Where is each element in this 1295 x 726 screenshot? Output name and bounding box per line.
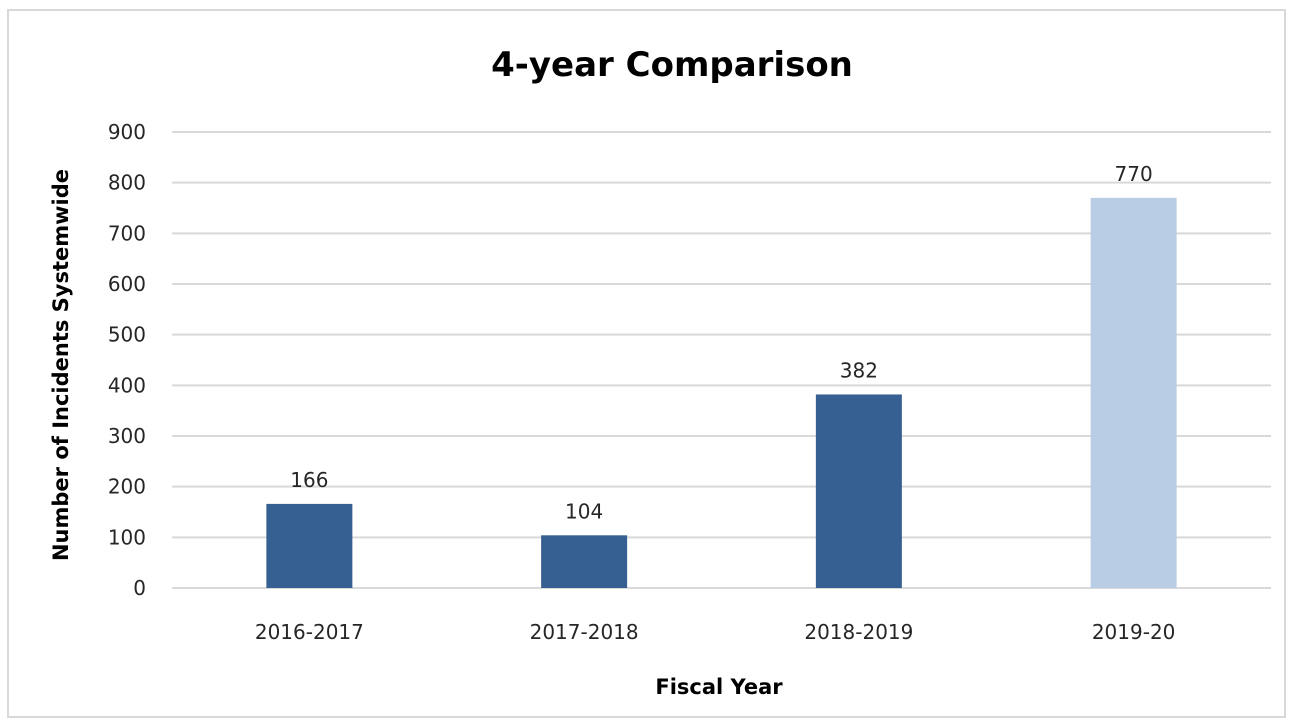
data-label: 104 — [565, 499, 603, 523]
y-tick-label: 200 — [108, 475, 146, 499]
y-tick-label: 0 — [133, 576, 146, 600]
x-axis-ticks: 2016-2017 2017-2018 2018-2019 2019-20 — [255, 620, 1176, 644]
y-tick-label: 400 — [108, 373, 146, 397]
chart-title: 4-year Comparison — [491, 45, 853, 85]
data-label: 382 — [840, 358, 878, 382]
x-tick-label: 2018-2019 — [804, 620, 913, 644]
y-tick-label: 800 — [108, 171, 146, 195]
data-label: 770 — [1115, 162, 1153, 186]
y-tick-label: 900 — [108, 120, 146, 144]
bar — [541, 535, 628, 588]
chart-frame — [7, 9, 1286, 718]
gridlines — [172, 131, 1271, 589]
x-tick-label: 2019-20 — [1092, 620, 1176, 644]
y-tick-label: 500 — [108, 323, 146, 347]
y-tick-label: 600 — [108, 272, 146, 296]
y-tick-label: 700 — [108, 221, 146, 245]
bar — [815, 394, 902, 588]
bar — [266, 503, 353, 588]
y-tick-label: 100 — [108, 525, 146, 549]
bar — [1090, 197, 1177, 588]
y-tick-label: 300 — [108, 424, 146, 448]
y-axis-ticks: 0 100 200 300 400 500 600 700 800 900 — [108, 120, 146, 600]
data-label: 166 — [290, 468, 328, 492]
data-labels: 166 104 382 770 — [290, 162, 1152, 523]
x-axis-title: Fiscal Year — [655, 675, 783, 699]
x-tick-label: 2016-2017 — [255, 620, 364, 644]
x-tick-label: 2017-2018 — [530, 620, 639, 644]
bars — [266, 197, 1177, 588]
y-axis-title: Number of Incidents Systemwide — [49, 169, 73, 561]
